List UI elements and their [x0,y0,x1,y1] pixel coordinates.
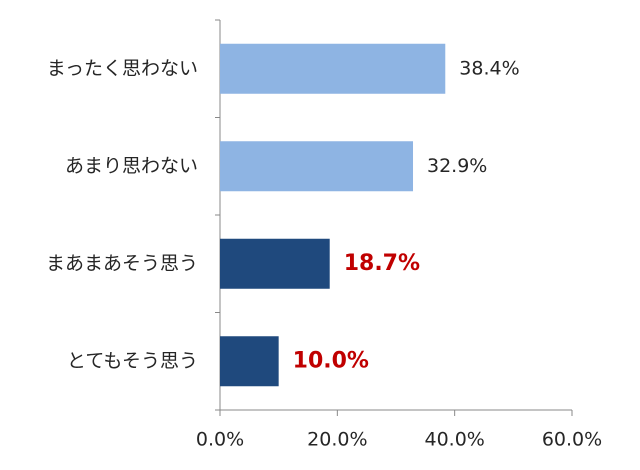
x-tick-label: 20.0% [307,429,367,451]
bar [220,238,330,289]
value-label: 32.9% [427,155,487,177]
value-label: 10.0% [293,348,369,373]
value-label: 38.4% [459,57,519,79]
value-label: 18.7% [344,251,420,276]
x-tick-label: 40.0% [424,429,484,451]
y-tick-label: まったく思わない [47,57,198,79]
x-tick-label: 0.0% [196,429,244,451]
y-tick-label: あまり思わない [65,155,198,177]
bar [220,336,279,387]
y-tick-label: まあまあそう思う [46,252,198,274]
bar [220,43,446,94]
y-tick-label: とてもそう思う [67,350,198,372]
bar [220,141,414,192]
x-tick-label: 60.0% [542,429,602,451]
